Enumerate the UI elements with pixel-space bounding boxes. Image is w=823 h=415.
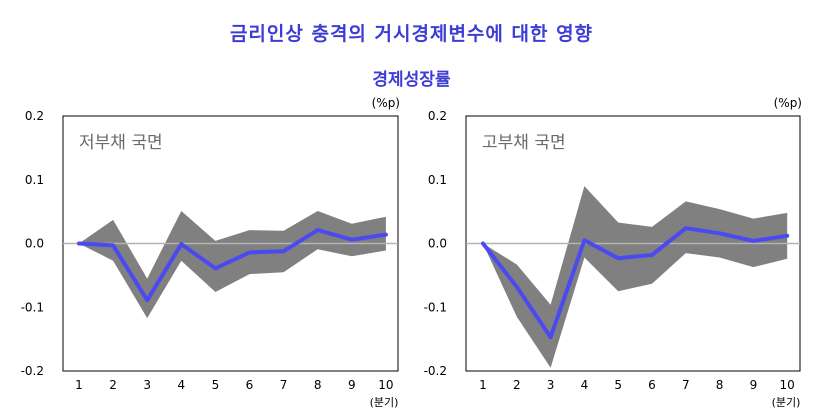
- chart-panel-1: 0.2 0.1 0.0 -0.1 -0.2 1 2 3 4 5 6 7 8 9 10 저부채 국면 (%p) (분…: [21, 96, 400, 409]
- y-tick-label: -0.2: [21, 364, 44, 378]
- y-tick-label: 0.2: [25, 109, 44, 123]
- x-tick-label: 3: [143, 378, 151, 392]
- x-tick-label: 9: [750, 378, 758, 392]
- x-tick-label: 10: [780, 378, 795, 392]
- x-tick-label: 3: [547, 378, 555, 392]
- confidence-band: [483, 186, 788, 368]
- x-unit-label: (분기): [772, 396, 801, 409]
- y-tick-label: 0.1: [25, 173, 44, 187]
- y-tick-label: 0.0: [25, 237, 44, 251]
- y-tick-label: 0.2: [428, 109, 447, 123]
- x-tick-label: 4: [177, 378, 185, 392]
- x-tick-label: 1: [479, 378, 487, 392]
- chart-panel-2: 0.2 0.1 0.0 -0.1 -0.2 1 2 3 4 5 6 7 8 9 10 고부채 국면 (%p) (분…: [424, 96, 802, 409]
- x-tick-label: 6: [246, 378, 254, 392]
- x-tick-label: 8: [314, 378, 322, 392]
- chart-subtitle: 경제성장률: [372, 70, 451, 90]
- x-tick-label: 6: [648, 378, 656, 392]
- x-tick-label: 4: [581, 378, 589, 392]
- x-tick-label: 7: [280, 378, 288, 392]
- y-unit-label: (%p): [774, 96, 802, 110]
- y-tick-label: -0.1: [21, 300, 44, 314]
- panel-label: 저부채 국면: [79, 133, 163, 153]
- x-tick-label: 7: [682, 378, 690, 392]
- x-tick-label: 5: [614, 378, 622, 392]
- x-tick-label: 10: [378, 378, 393, 392]
- y-tick-label: 0.0: [428, 237, 447, 251]
- y-tick-label: -0.1: [424, 300, 447, 314]
- y-unit-label: (%p): [372, 96, 400, 110]
- x-tick-label: 2: [513, 378, 521, 392]
- x-unit-label: (분기): [370, 396, 399, 409]
- x-tick-label: 5: [212, 378, 220, 392]
- x-tick-label: 2: [109, 378, 117, 392]
- x-tick-label: 9: [348, 378, 356, 392]
- panel-label: 고부채 국면: [482, 133, 566, 153]
- confidence-band: [79, 211, 386, 319]
- page-title: 금리인상 충격의 거시경제변수에 대한 영향: [229, 23, 594, 45]
- series-line: [77, 228, 388, 303]
- y-tick-label: -0.2: [424, 364, 447, 378]
- x-tick-label: 1: [75, 378, 83, 392]
- y-tick-label: 0.1: [428, 173, 447, 187]
- x-tick-label: 8: [716, 378, 724, 392]
- series-line: [481, 226, 790, 340]
